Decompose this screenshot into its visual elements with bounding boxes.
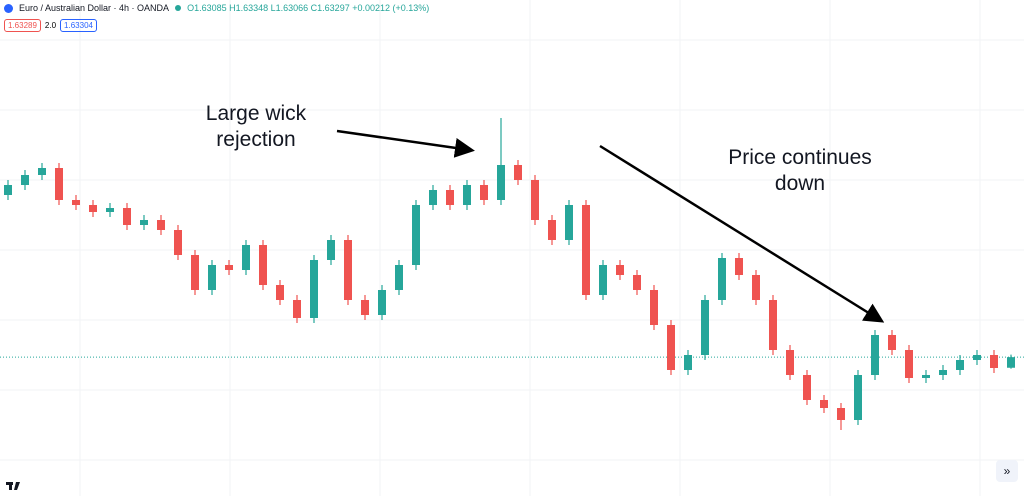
candle-body <box>38 168 46 175</box>
arrow <box>336 129 475 158</box>
candle-body <box>310 260 318 318</box>
candle-body <box>225 265 233 270</box>
candle-body <box>327 240 335 260</box>
candle-body <box>769 300 777 350</box>
candle-body <box>684 355 692 370</box>
candle-body <box>718 258 726 300</box>
candle-body <box>701 300 709 355</box>
candle-body <box>599 265 607 295</box>
trade-row: 1.63289 2.0 1.63304 <box>4 19 97 32</box>
candle-body <box>667 325 675 370</box>
candle-body <box>905 350 913 378</box>
candle-body <box>344 240 352 300</box>
candle-body <box>395 265 403 290</box>
buy-button[interactable]: 1.63304 <box>60 19 97 32</box>
candle-body <box>582 205 590 295</box>
candle-body <box>752 275 760 300</box>
candle-body <box>888 335 896 350</box>
candle-body <box>616 265 624 275</box>
candle-body <box>650 290 658 325</box>
candle-body <box>871 335 879 375</box>
candle-body <box>21 175 29 185</box>
ohlc: O1.63085 H1.63348 L1.63066 C1.63297 +0.0… <box>187 3 430 13</box>
candle-body <box>990 355 998 368</box>
candle-body <box>191 255 199 290</box>
candle-body <box>633 275 641 290</box>
candle-body <box>803 375 811 400</box>
candle-body <box>72 200 80 205</box>
spread: 2.0 <box>44 21 57 30</box>
candle-body <box>242 245 250 270</box>
sell-button[interactable]: 1.63289 <box>4 19 41 32</box>
candle-body <box>922 375 930 378</box>
candle-body <box>973 355 981 360</box>
symbol-icon <box>4 3 13 13</box>
candle-body <box>174 230 182 255</box>
candle-body <box>259 245 267 285</box>
candle-body <box>106 208 114 212</box>
annotation: Large wick <box>206 102 307 125</box>
annotation: Price continues <box>728 146 872 169</box>
candle-body <box>157 220 165 230</box>
annotation: rejection <box>216 128 295 151</box>
candle-body <box>276 285 284 300</box>
candle-body <box>565 205 573 240</box>
candle-body <box>837 408 845 420</box>
candle-body <box>208 265 216 290</box>
candle-body <box>429 190 437 205</box>
candle-body <box>548 220 556 240</box>
header: Euro / Australian Dollar · 4h · OANDA O1… <box>4 3 429 13</box>
candle-body <box>514 165 522 180</box>
candle-body <box>463 185 471 205</box>
candle-body <box>293 300 301 318</box>
candle-body <box>55 168 63 200</box>
candle-body <box>531 180 539 220</box>
candle-body <box>89 205 97 212</box>
candle-body <box>735 258 743 275</box>
candle-body <box>140 220 148 225</box>
annotation: down <box>775 172 825 195</box>
candle-body <box>446 190 454 205</box>
status-dot <box>175 5 182 11</box>
candle-body <box>480 185 488 200</box>
arrow <box>599 144 885 323</box>
candle-body <box>123 208 131 225</box>
candle-body <box>412 205 420 265</box>
symbol[interactable]: Euro / Australian Dollar · 4h · OANDA <box>19 3 170 13</box>
candle-body <box>786 350 794 375</box>
candle-body <box>939 370 947 375</box>
candle-body <box>497 165 505 200</box>
logo <box>6 482 20 490</box>
candle-body <box>820 400 828 408</box>
candle-body <box>4 185 12 195</box>
candle-body <box>378 290 386 315</box>
candle-body <box>1007 357 1015 368</box>
candle-body <box>361 300 369 315</box>
candle-body <box>854 375 862 420</box>
candle-body <box>956 360 964 370</box>
scroll-button[interactable]: » <box>996 460 1018 482</box>
